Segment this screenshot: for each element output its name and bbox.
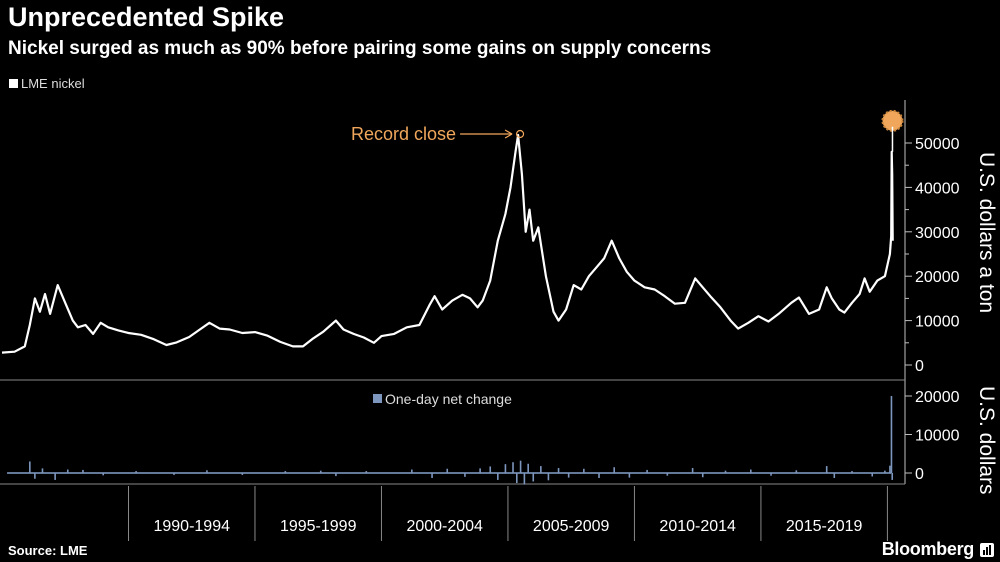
brand-logo-text: Bloomberg — [881, 539, 975, 559]
change-bar — [567, 473, 570, 478]
change-bar — [41, 468, 44, 473]
change-bar — [770, 473, 772, 476]
y-tick-label: 0 — [915, 466, 924, 483]
change-bar — [795, 470, 798, 473]
y-axis-title: U.S. dollars a ton — [975, 152, 998, 313]
source-note: Source: LME — [8, 543, 88, 558]
change-bar — [871, 473, 874, 477]
change-bar — [547, 473, 550, 481]
change-bar — [206, 470, 208, 473]
change-bar — [750, 469, 752, 473]
change-bar — [284, 471, 287, 473]
change-bar — [504, 464, 507, 473]
change-bar — [891, 473, 894, 480]
change-bar — [628, 473, 631, 478]
change-bar — [598, 473, 600, 479]
record-close-label: Record close — [351, 124, 456, 144]
change-bar — [173, 473, 175, 475]
legend-swatch-nickel — [9, 79, 18, 88]
legend-swatch-change — [373, 394, 382, 403]
y-tick-label: 50000 — [915, 136, 960, 153]
change-bar — [319, 470, 322, 473]
change-bar — [825, 466, 828, 473]
x-period-label: 2000-2004 — [406, 518, 483, 535]
x-period-label: 2015-2019 — [786, 518, 863, 535]
change-bar — [479, 468, 481, 473]
change-bar — [66, 469, 69, 473]
change-bar — [884, 470, 886, 473]
x-period-label: 1990-1994 — [153, 518, 230, 535]
y-axis-title-secondary: U.S. dollars — [975, 386, 998, 495]
record-close-point — [515, 129, 525, 139]
chart-title: Unprecedented Spike — [8, 2, 285, 32]
change-bar — [583, 468, 585, 473]
y-tick-label: 20000 — [915, 389, 960, 406]
change-bar — [890, 396, 893, 473]
y-tick-label: 40000 — [915, 180, 960, 197]
change-bar — [135, 471, 137, 473]
y-tick-label: 30000 — [915, 225, 960, 242]
change-bar — [691, 467, 694, 473]
change-bar — [516, 473, 518, 484]
change-bar — [411, 469, 413, 473]
change-bar — [82, 469, 84, 473]
change-bar — [527, 463, 529, 473]
change-bar — [365, 471, 368, 473]
record-close-arrowhead — [504, 129, 513, 139]
legend-label-nickel: LME nickel — [21, 76, 85, 91]
change-bar — [666, 473, 669, 476]
change-bar — [241, 473, 244, 475]
chart-subtitle: Nickel surged as much as 90% before pair… — [8, 38, 712, 59]
change-bar — [29, 461, 31, 473]
x-period-label: 2005-2009 — [533, 518, 610, 535]
change-bar — [613, 467, 615, 473]
change-bar — [497, 473, 499, 480]
y-tick-label: 20000 — [915, 269, 960, 286]
change-bar — [833, 473, 836, 479]
legend-label-change: One-day net change — [385, 391, 512, 407]
change-bar — [851, 471, 853, 473]
change-bar — [889, 465, 891, 473]
change-bar — [431, 473, 433, 479]
change-bar — [519, 460, 522, 473]
y-tick-label: 10000 — [915, 314, 960, 331]
change-bar — [446, 468, 449, 473]
change-bar — [646, 469, 648, 473]
y-tick-label: 0 — [915, 358, 924, 375]
change-baseline-band — [7, 472, 892, 474]
change-bar — [335, 473, 337, 477]
change-bar — [34, 473, 36, 479]
bloomberg-chart-icon — [980, 543, 994, 557]
change-bar — [489, 466, 492, 473]
change-bar — [701, 473, 704, 478]
change-bar — [540, 466, 542, 473]
change-bar — [512, 462, 514, 473]
x-period-label: 2010-2014 — [659, 518, 736, 535]
y-tick-label: 10000 — [915, 428, 960, 445]
change-bar — [464, 473, 466, 477]
change-bar — [532, 473, 535, 482]
change-bar — [557, 467, 560, 473]
change-bar — [724, 470, 727, 473]
peak-marker — [881, 109, 904, 132]
nickel-price-line — [1, 133, 894, 354]
x-period-label: 1995-1999 — [280, 518, 357, 535]
change-bar — [102, 473, 104, 476]
change-bar — [54, 473, 56, 480]
change-bar — [523, 473, 526, 485]
